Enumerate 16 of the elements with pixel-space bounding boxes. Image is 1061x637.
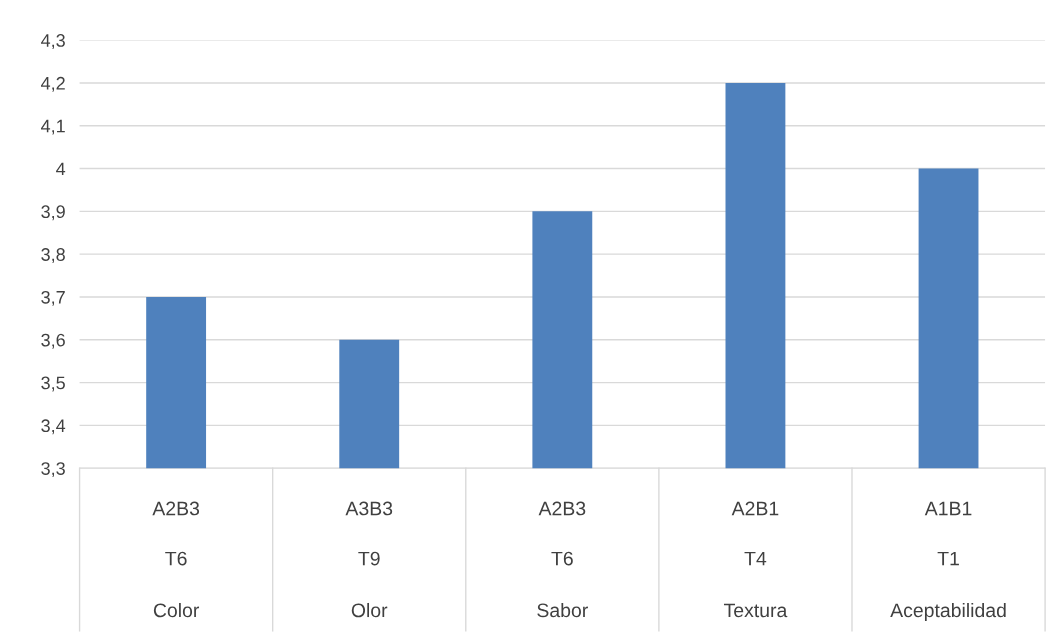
category-label: A1B1 T1 Aceptabilidad (890, 501, 1006, 622)
y-tick-label: 4,3 (41, 34, 65, 49)
y-tick-label: 3,7 (41, 290, 65, 306)
y-tick-label: 4,1 (41, 119, 65, 135)
y-tick-label: 3,3 (41, 462, 65, 478)
y-tick-label: 3,8 (41, 248, 65, 264)
category-label: A2B3 T6 Color (152, 501, 200, 618)
y-tick-label: 3,5 (41, 376, 65, 392)
y-tick-label: 4,2 (41, 76, 65, 92)
category-label: A3B3 T9 Olor (345, 501, 393, 618)
category-label: A2B1 T4 Textura (723, 501, 788, 618)
y-tick-label: 3,6 (41, 333, 65, 349)
category-label: A2B3 T6 Sabor (537, 501, 588, 618)
y-tick-label: 4 (56, 162, 66, 176)
y-tick-label: 3,9 (41, 205, 65, 221)
y-tick-label: 3,4 (41, 419, 66, 435)
